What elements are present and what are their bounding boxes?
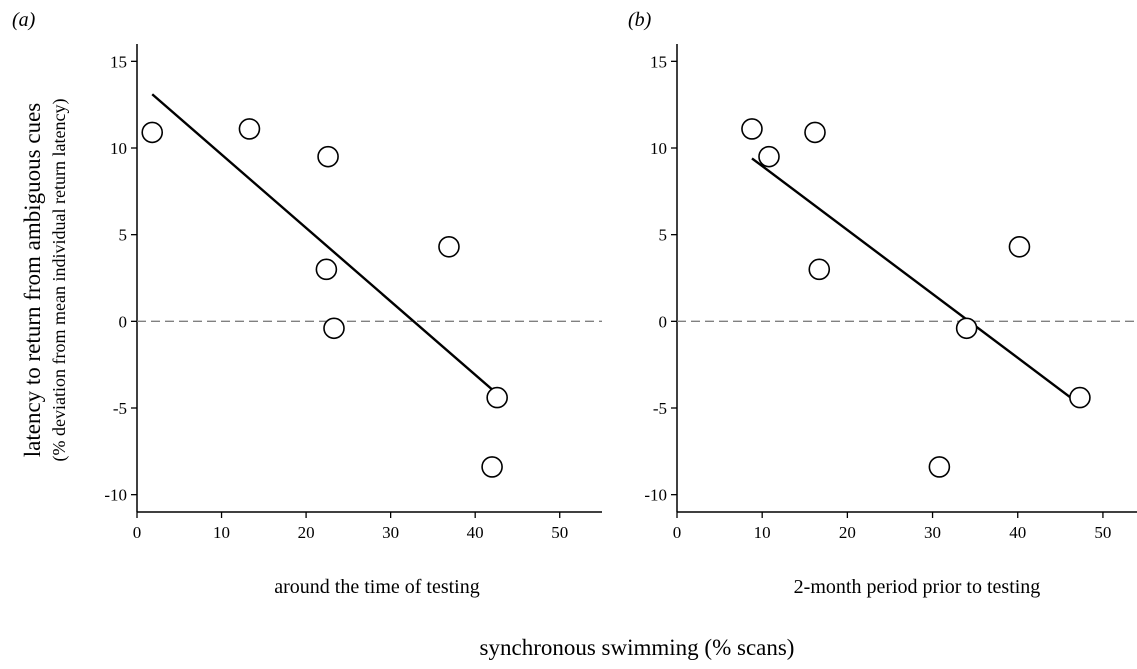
panel-a-y-tick-label: 0 [119,312,128,331]
panel-b-y-tick-label: -10 [644,486,667,505]
panel-b-y-tick-label: 10 [650,139,667,158]
panel-a-x-tick-label: 50 [551,523,568,542]
shared-x-axis-title: synchronous swimming (% scans) [480,635,795,660]
panel-a-data-point [438,236,460,258]
panel-b-data-point [758,145,780,168]
panel-b-x-tick-label: 20 [839,523,856,542]
panel-b-data-point [928,456,951,478]
panel-a-xlabel: around the time of testing [274,576,480,598]
panel-b-x-tick-label: 50 [1094,523,1111,542]
y-axis-title: latency to return from ambiguous cues [20,103,45,458]
panel-b-regression-line [751,157,1081,406]
panel-a-data-point [238,118,261,140]
panel-a-y-tick-label: 5 [119,226,128,245]
panel-b-data-point [808,258,831,281]
panel-b-xlabel: 2-month period prior to testing [794,576,1041,598]
panel-a-y-tick-label: 10 [110,139,127,158]
panel-a-data-point [486,386,508,409]
panel-b-data-point [1008,236,1031,258]
panel-b-data-point [1069,386,1091,409]
panel-a-tag: (a) [12,9,36,31]
panel-a-x-tick-label: 0 [133,523,142,542]
panel-a-data-point [315,258,338,281]
panel-b-y-tick-label: 15 [650,52,667,71]
panel-a-y-tick-label: -10 [104,486,127,505]
panel-b-data-point [955,317,978,340]
panel-a-y-tick-label: -5 [113,399,127,418]
panel-b-y-tick-label: 5 [659,226,668,245]
panel-b-x-tick-label: 0 [673,523,682,542]
panel-a-x-tick-label: 10 [213,523,230,542]
panel-b-x-tick-label: 30 [924,523,941,542]
panel-a-y-tick-label: 15 [110,52,127,71]
panel-a-x-tick-label: 40 [467,523,484,542]
panel-b-x-tick-label: 40 [1009,523,1026,542]
panel-a-x-tick-label: 30 [382,523,399,542]
panel-b-data-point [741,118,763,140]
panel-b-y-tick-label: 0 [659,312,668,331]
panel-a-data-point [141,121,164,144]
panel-a-data-point [323,317,345,340]
panel-a-data-point [481,456,503,478]
panel-b-y-tick-label: -5 [653,399,667,418]
panel-a-regression-line [151,93,497,394]
panel-b-x-tick-label: 10 [754,523,771,542]
y-axis-subtitle: (% deviation from mean individual return… [49,99,70,462]
panel-b-data-point [804,121,826,144]
panel-b-tag: (b) [628,9,652,31]
panel-a-x-tick-label: 20 [298,523,315,542]
panel-a-data-point [317,145,339,168]
